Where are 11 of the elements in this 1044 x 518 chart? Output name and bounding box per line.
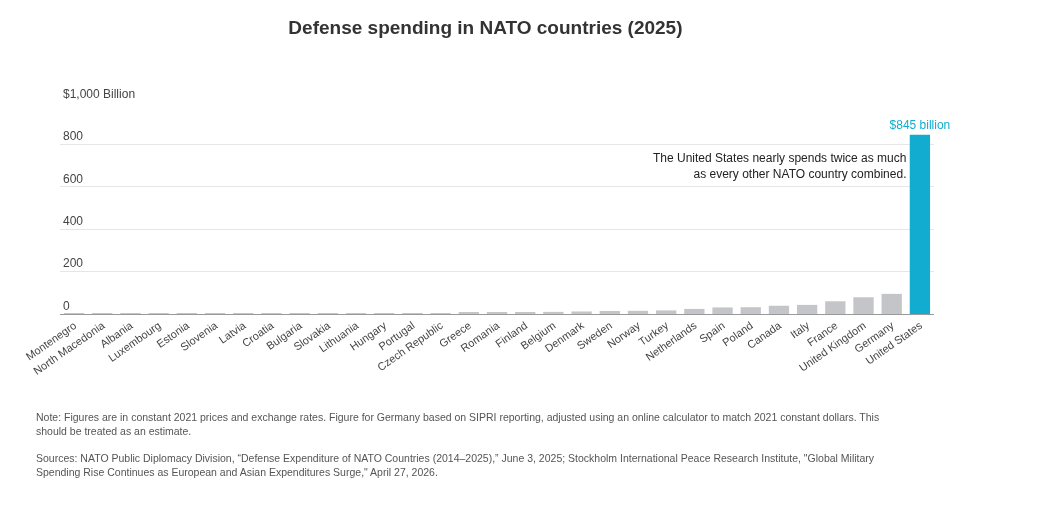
y-tick-label: 400 [63, 214, 84, 228]
chart-title: Defense spending in NATO countries (2025) [288, 17, 683, 39]
y-tick-label: 200 [63, 256, 84, 271]
text: Note: Figures are in constant 2021 prices and exchange rates. Figure for Germany based on SIPRI reporting, adjusted using an online calculator to match 2021 constant dollars. This should be treated as an estimate. [36, 411, 880, 437]
source-note: Sources: NATO Public Diplomacy Division, “Defense Expenditure of NATO Countries (2014–2025),” June 3, 2025; Stockholm International Peace Research Institute, "Global Military Spending Rise Continues as European and Asian Expenditures Surge," April 27, 2026. [36, 452, 875, 478]
annotation: The United States nearly spends twice as much as every other NATO country combined. [653, 151, 907, 181]
y-tick-label: 0 [63, 298, 70, 313]
y-tick-label: $1,000 Billion [63, 86, 136, 101]
y-tick-label: 600 [63, 171, 84, 186]
data-label: $845 billion [889, 117, 951, 132]
y-tick-label: 800 [63, 129, 84, 144]
